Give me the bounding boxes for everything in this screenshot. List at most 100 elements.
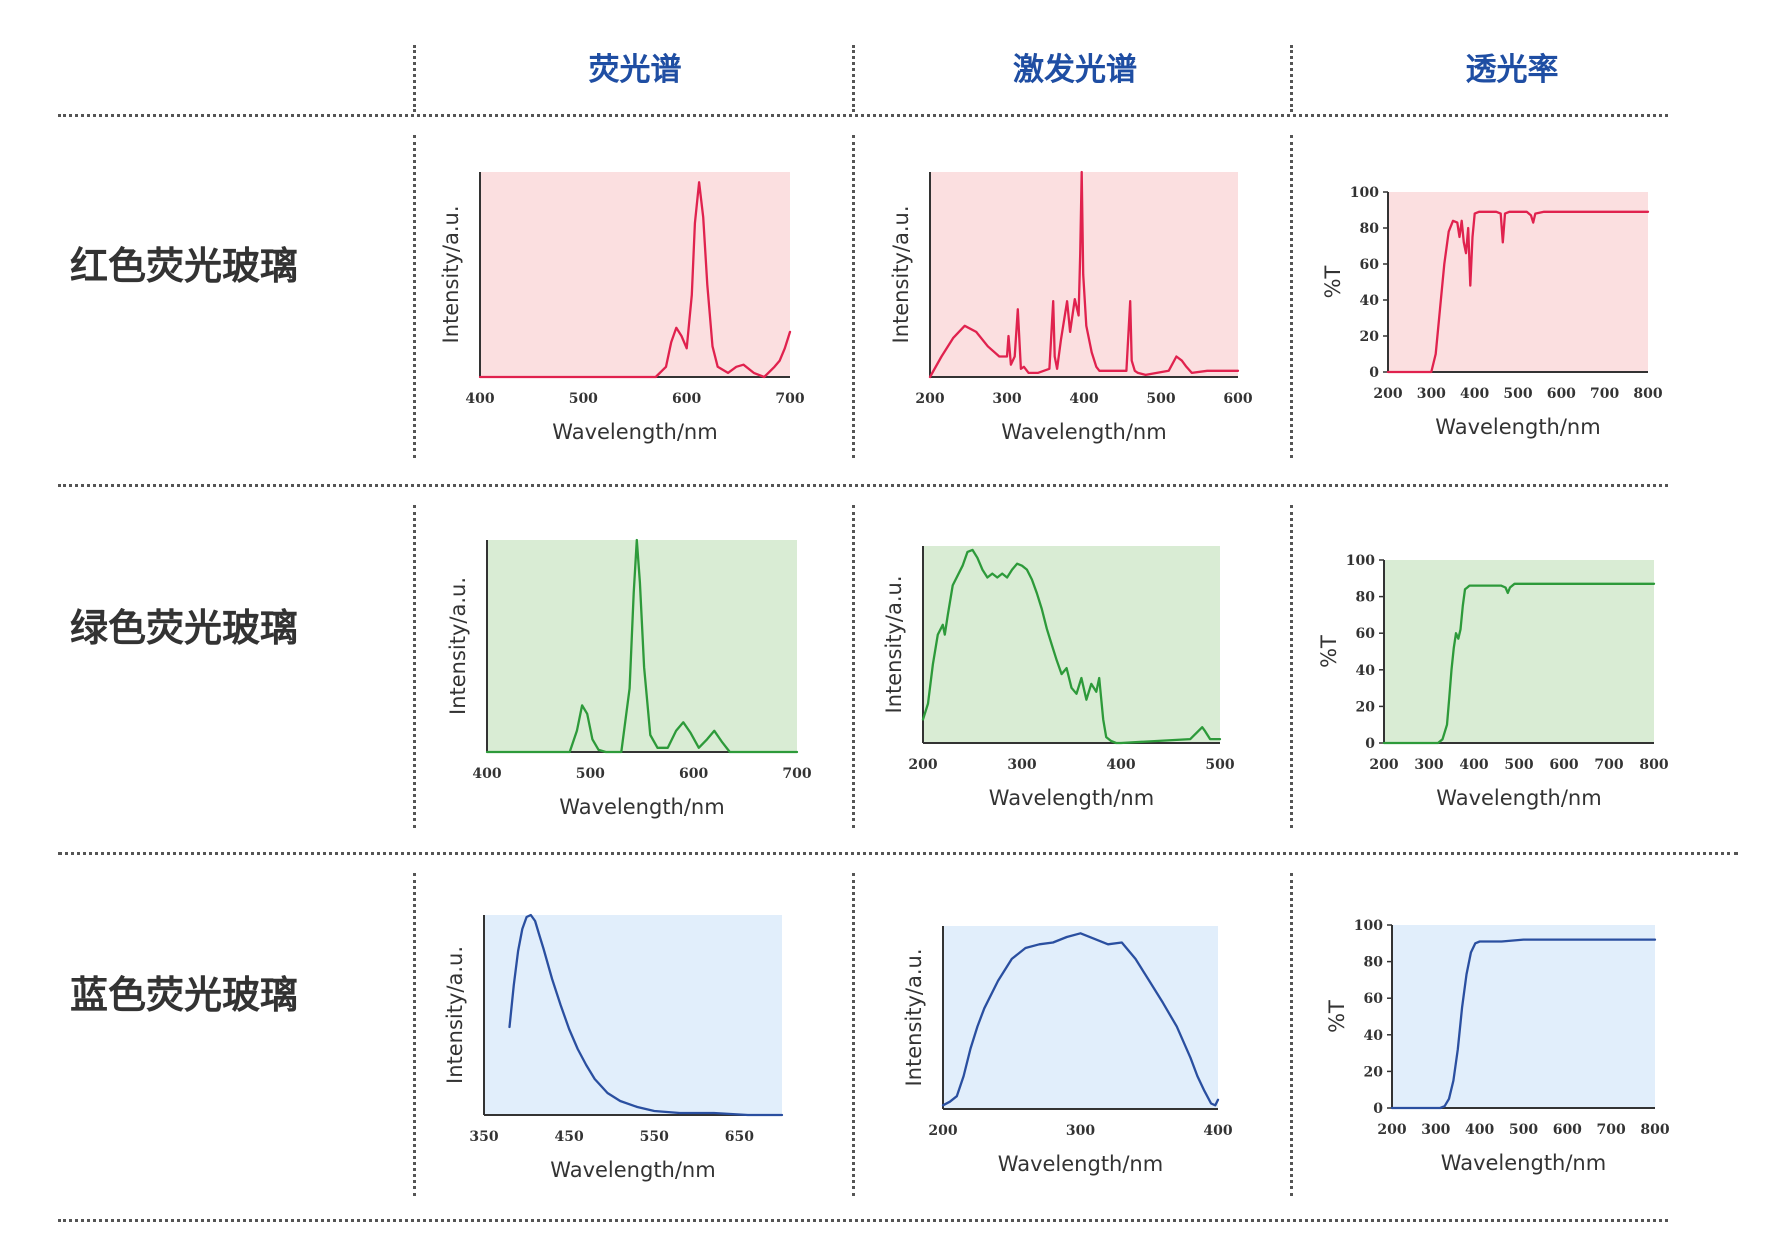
chart-svg: 200 300 400 Wavelength/nm Intensity/a.u. xyxy=(902,926,1233,1176)
header-emission: 荧光谱 xyxy=(588,52,682,88)
x-tick-label: 550 xyxy=(640,1129,669,1145)
series-line xyxy=(478,181,792,379)
x-tick-label: 650 xyxy=(725,1129,754,1145)
x-tick-label: 400 xyxy=(1459,757,1488,773)
x-tick-label: 400 xyxy=(1203,1123,1232,1139)
header-excitation: 激发光谱 xyxy=(1013,52,1137,88)
chart-red-transmittance: 200 300 400 500 600 700 800 0 20 40 60 80 100 Wavelen… xyxy=(1318,182,1670,444)
x-tick-label: 200 xyxy=(1373,386,1402,402)
x-tick-label: 500 xyxy=(1205,757,1234,773)
x-tick-label: 200 xyxy=(915,391,944,407)
plot-background xyxy=(923,546,1220,743)
x-tick-label: 700 xyxy=(775,391,804,407)
y-tick-label: 80 xyxy=(1356,590,1376,606)
y-tick-label: 100 xyxy=(1346,553,1375,569)
x-axis-label: Wavelength/nm xyxy=(552,420,717,444)
x-tick-label: 500 xyxy=(576,766,605,782)
y-tick-label: 60 xyxy=(1360,257,1380,273)
y-axis-label: Intensity/a.u. xyxy=(882,575,906,713)
x-tick-label: 500 xyxy=(569,391,598,407)
chart-svg: 400 500 600 700 Wavelength/nm Intensity/a.u. xyxy=(439,172,805,444)
chart-svg: 200 300 400 500 600 700 800 0 20 40 60 80 100 Wavelen… xyxy=(1317,553,1669,810)
series-line xyxy=(1390,938,1657,1110)
divider-col-2 xyxy=(852,135,855,458)
series-line xyxy=(485,538,799,754)
divider-col-2 xyxy=(852,505,855,828)
y-axis-label: Intensity/a.u. xyxy=(446,577,470,715)
x-axis-label: Wavelength/nm xyxy=(559,795,724,819)
y-axis-label: Intensity/a.u. xyxy=(889,205,913,343)
x-tick-label: 600 xyxy=(679,766,708,782)
x-axis-label: Wavelength/nm xyxy=(1441,1151,1606,1175)
x-tick-label: 600 xyxy=(1549,757,1578,773)
x-tick-label: 400 xyxy=(1465,1122,1494,1138)
x-tick-label: 800 xyxy=(1640,1122,1669,1138)
x-tick-label: 300 xyxy=(1066,1123,1095,1139)
divider-bottom xyxy=(58,1219,1668,1222)
x-tick-label: 400 xyxy=(472,766,501,782)
x-tick-label: 500 xyxy=(1503,386,1532,402)
x-tick-label: 200 xyxy=(928,1123,957,1139)
y-axis-label: Intensity/a.u. xyxy=(443,946,467,1084)
x-tick-label: 500 xyxy=(1509,1122,1538,1138)
x-axis-label: Wavelength/nm xyxy=(989,786,1154,810)
series-line xyxy=(921,548,1222,745)
plot-background xyxy=(1392,925,1655,1108)
x-axis-label: Wavelength/nm xyxy=(1436,786,1601,810)
chart-red-excitation: 200 300 400 500 600 Wavelength/nm Intensity/a.… xyxy=(860,162,1260,449)
x-axis-label: Wavelength/nm xyxy=(1435,415,1600,439)
divider-col-3 xyxy=(1290,135,1293,458)
x-tick-label: 300 xyxy=(1417,386,1446,402)
x-tick-label: 200 xyxy=(1369,757,1398,773)
x-tick-label: 400 xyxy=(465,391,494,407)
row-label-red: 红色荧光玻璃 xyxy=(70,244,299,288)
y-axis-label: Intensity/a.u. xyxy=(902,948,926,1086)
y-tick-label: 40 xyxy=(1356,663,1376,679)
x-axis-label: Wavelength/nm xyxy=(550,1158,715,1182)
y-tick-label: 20 xyxy=(1360,329,1380,345)
x-tick-label: 200 xyxy=(1377,1122,1406,1138)
x-tick-label: 800 xyxy=(1633,386,1662,402)
series-line xyxy=(508,913,784,1117)
y-axis-label: Intensity/a.u. xyxy=(439,205,463,343)
plot-background xyxy=(1384,560,1654,743)
y-tick-label: 20 xyxy=(1356,699,1376,715)
y-tick-label: 40 xyxy=(1360,293,1380,309)
y-tick-label: 60 xyxy=(1356,626,1376,642)
chart-green-emission: 400 500 600 700 Wavelength/nm Intensity/a.u. xyxy=(417,530,819,824)
x-tick-label: 300 xyxy=(992,391,1021,407)
chart-svg: 400 500 600 700 Wavelength/nm Intensity/a.u. xyxy=(446,538,812,819)
x-tick-label: 600 xyxy=(1553,1122,1582,1138)
x-tick-label: 800 xyxy=(1639,757,1668,773)
row-label-blue: 蓝色荧光玻璃 xyxy=(70,973,299,1017)
y-tick-label: 20 xyxy=(1364,1064,1384,1080)
chart-svg: 200 300 400 500 600 700 800 0 20 40 60 80 100 Wavelen… xyxy=(1321,185,1663,439)
divider-col-3 xyxy=(1290,45,1293,112)
x-tick-label: 700 xyxy=(1594,757,1623,773)
y-axis-label: %T xyxy=(1321,265,1345,298)
series-line xyxy=(1382,582,1656,745)
y-tick-label: 100 xyxy=(1354,918,1383,934)
series-line xyxy=(928,170,1240,379)
x-tick-label: 500 xyxy=(1504,757,1533,773)
chart-green-transmittance: 200 300 400 500 600 700 800 0 20 40 60 80 100 Wavelen… xyxy=(1314,550,1676,815)
y-axis-label: %T xyxy=(1325,1000,1349,1033)
divider-col-2 xyxy=(852,873,855,1196)
x-tick-label: 200 xyxy=(908,757,937,773)
plot-background xyxy=(484,915,782,1115)
divider-row-1 xyxy=(58,484,1668,487)
chart-svg: 200 300 400 500 600 700 800 0 20 40 60 80 100 Wavelen… xyxy=(1325,918,1670,1175)
y-tick-label: 40 xyxy=(1364,1028,1384,1044)
divider-row-2 xyxy=(58,852,1738,855)
divider-col-3 xyxy=(1290,505,1293,828)
series-line xyxy=(941,932,1220,1107)
chart-svg: 350 450 550 650 Wavelength/nm Intensity/a.u. xyxy=(443,913,784,1182)
divider-header xyxy=(58,114,1668,117)
chart-blue-excitation: 200 300 400 Wavelength/nm Intensity/a.u. xyxy=(873,916,1240,1181)
x-tick-label: 350 xyxy=(469,1129,498,1145)
chart-svg: 200 300 400 500 Wavelength/nm Intensity/a.u. xyxy=(882,546,1235,810)
x-tick-label: 600 xyxy=(1547,386,1576,402)
chart-blue-emission: 350 450 550 650 Wavelength/nm Intensity/a.u. xyxy=(414,905,804,1187)
chart-green-excitation: 200 300 400 500 Wavelength/nm Intensity/a.u. xyxy=(853,536,1242,815)
x-tick-label: 400 xyxy=(1106,757,1135,773)
